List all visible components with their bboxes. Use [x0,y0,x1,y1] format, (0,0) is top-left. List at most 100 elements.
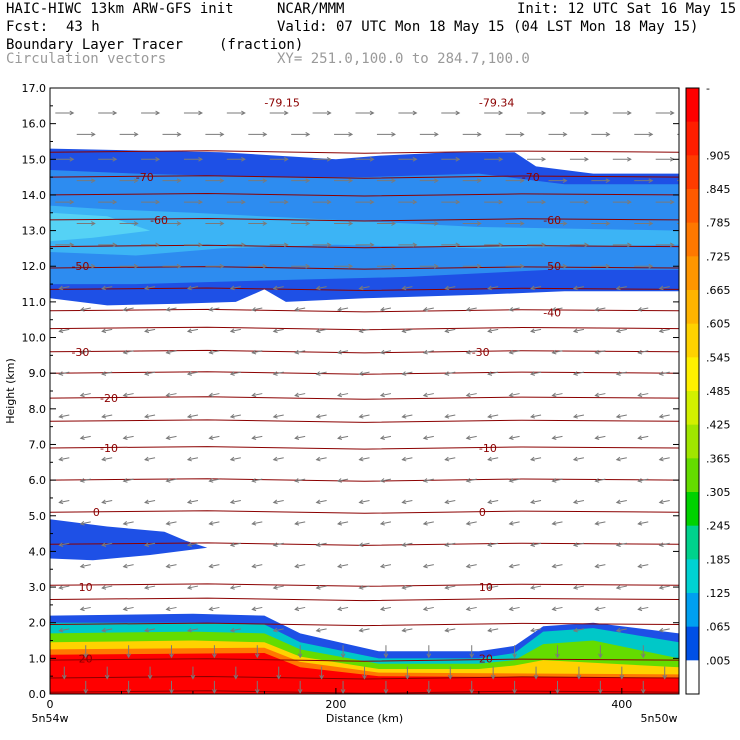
wind-vector [230,585,241,589]
wind-vector-head [251,392,257,398]
wind-vector-head [198,156,203,162]
wind-vector-head [572,627,578,633]
wind-vector [423,393,434,397]
wind-vector-head [615,328,621,334]
colorbar-swatch [686,559,699,594]
wind-vector [252,350,263,354]
wind-vector-head [122,520,128,526]
wind-vector-head [283,110,289,116]
wind-vector-head [79,307,85,312]
wind-vector-head [487,285,493,291]
wind-vector [337,393,349,397]
contour-label: 20 [479,652,493,665]
wind-vector-head [658,414,664,419]
wind-vector-head [229,414,235,419]
wind-vector-head [101,328,107,334]
wind-vector-head [358,371,364,376]
wind-vector-head [572,371,578,376]
wind-vector-head [658,285,664,291]
wind-vector-head [233,674,239,680]
wind-vector [273,542,284,546]
contour-label: -79.15 [264,96,299,109]
wind-vector [144,286,156,290]
wind-vector [530,414,542,418]
wind-vector-head [530,585,536,590]
wind-vector-head [79,349,85,355]
colorbar-frame [685,87,700,695]
wind-vector-head [155,242,161,248]
wind-vector-head [572,585,578,590]
wind-vector-head [379,435,385,441]
wind-vector-head [272,414,278,419]
wind-vector-head [681,521,685,525]
wind-vector-head [476,263,482,269]
contour-line [50,308,679,313]
y-tick-label: 14.0 [22,189,47,202]
wind-vector-head [122,478,128,483]
wind-vector-head [315,456,321,462]
contour-label: -30 [71,346,89,359]
wind-vector [552,606,563,610]
wind-vector [488,371,499,375]
wind-vector [380,393,392,397]
wind-vector-head [326,156,332,162]
wind-vector-head [498,199,504,205]
wind-vector-head [122,392,128,398]
wind-vector-head [426,653,432,659]
wind-vector-head [198,242,203,248]
wind-vector [316,286,327,290]
wind-vector-head [508,392,514,398]
wind-vector [252,564,263,568]
wind-vector [209,521,220,525]
wind-vector-head [594,478,600,483]
wind-vector [445,500,456,503]
wind-vector-head [530,542,536,547]
y-axis-label: Height (km) [4,358,17,424]
wind-vector-head [358,285,364,291]
wind-vector-head [144,414,150,419]
wind-vector-head [337,563,343,569]
wind-vector-head [122,349,128,355]
wind-vector [445,286,456,290]
wind-vector-head [294,392,300,398]
wind-vector-head [434,221,439,226]
wind-vector [337,435,349,439]
wind-vector-head [208,392,214,398]
wind-vector-head [584,199,589,205]
wind-vector [595,606,606,610]
wind-vector-head [615,627,621,633]
wind-vector [488,414,499,418]
wind-vector-head [541,156,547,162]
wind-vector-head [122,606,128,612]
wind-vector-head [83,689,89,694]
wind-vector [187,286,199,290]
wind-vector [230,542,241,546]
wind-vector-head [508,563,514,569]
wind-vector-head [251,520,257,526]
colorbar-label: .485 [706,385,731,398]
wind-vector [423,435,434,439]
wind-vector-head [605,178,611,184]
wind-vector-head [369,110,375,116]
wind-vector-head [447,674,453,680]
wind-vector [102,457,113,461]
wind-vector [209,307,220,311]
colorbar-swatch [686,88,699,123]
wind-vector-head [512,689,517,694]
wind-vector [466,307,477,311]
wind-vector-head [101,585,107,590]
wind-vector-head [165,307,171,312]
wind-vector-head [541,242,547,248]
wind-vector [316,542,327,546]
wind-vector-head [315,414,321,419]
wind-vector-head [594,563,600,569]
wind-vector-head [262,178,268,184]
wind-vector-head [658,328,664,334]
wind-vector-head [326,110,332,116]
wind-vector-head [562,131,568,137]
mid-tracer-layer [50,519,208,561]
wind-vector-head [294,520,300,526]
wind-vector-head [637,392,643,398]
wind-vector [509,521,520,525]
wind-vector-head [337,435,343,441]
